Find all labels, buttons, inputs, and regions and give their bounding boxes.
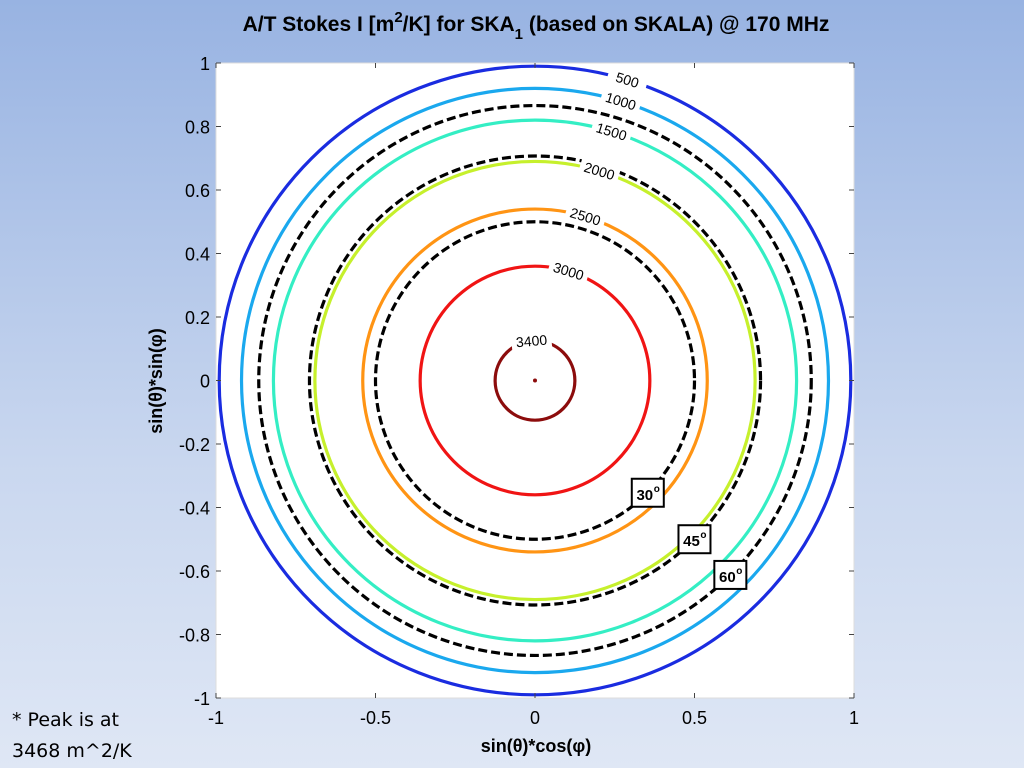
zenith-label-45: 45 bbox=[683, 533, 700, 550]
y-tick-label: -0.6 bbox=[179, 562, 210, 582]
peak-marker bbox=[533, 378, 537, 383]
zenith-ring-30 bbox=[373, 220, 697, 541]
contour-3000 bbox=[418, 264, 652, 497]
contour-2500 bbox=[361, 207, 709, 554]
y-tick-label: -0.2 bbox=[179, 435, 210, 455]
y-tick-label: -1 bbox=[194, 689, 210, 709]
title-part3: (based on SKALA) @ 170 MHz bbox=[523, 13, 829, 36]
title-sup: 2 bbox=[394, 9, 402, 26]
chart-title: A/T Stokes I [m2/K] for SKA1 (based on S… bbox=[243, 9, 830, 43]
contour-1500 bbox=[271, 118, 799, 643]
peak-note-line2: 3468 m^2/K bbox=[12, 740, 132, 762]
y-axis-label: sin(θ)*sin(φ) bbox=[146, 328, 166, 434]
degree-symbol: o bbox=[736, 566, 742, 577]
contour-label-bg bbox=[590, 118, 633, 146]
x-tick-label: -0.5 bbox=[360, 708, 391, 728]
x-tick-label: -1 bbox=[208, 708, 224, 728]
contour-1000 bbox=[239, 86, 831, 675]
contour-label: 3400 bbox=[515, 332, 548, 351]
y-tick-label: 1 bbox=[200, 54, 210, 74]
peak-note: * Peak is at 3468 m^2/K bbox=[12, 705, 132, 767]
contour-label: 500 bbox=[614, 69, 641, 91]
x-tick-label: 1 bbox=[849, 708, 859, 728]
title-part1: A/T Stokes I [m bbox=[243, 13, 395, 36]
y-tick-label: -0.4 bbox=[179, 499, 210, 519]
zenith-label-30: 30 bbox=[636, 487, 653, 504]
title-sub: 1 bbox=[515, 26, 523, 43]
y-tick-label: 0.6 bbox=[185, 181, 210, 201]
contour-label-bg bbox=[547, 257, 591, 285]
contour-label-bg bbox=[563, 203, 607, 231]
x-tick-label: 0 bbox=[530, 708, 540, 728]
y-tick-label: -0.8 bbox=[179, 626, 210, 646]
zenith-label-60: 60 bbox=[719, 569, 736, 586]
axis-ticks: -1 -0.5 0 0.5 1 1 0.8 0.6 0.4 0.2 0 -0.2 -0.4 -0.6 -0.… bbox=[179, 54, 859, 728]
y-tick-label: 0.8 bbox=[185, 118, 210, 138]
zenith-label-box-45 bbox=[677, 524, 712, 555]
zenith-ring-60 bbox=[257, 103, 813, 658]
y-tick-label: 0.4 bbox=[185, 245, 210, 265]
y-tick-label: 0.2 bbox=[185, 308, 210, 328]
contour-2000 bbox=[313, 159, 757, 602]
x-axis-label: sin(θ)*cos(φ) bbox=[481, 736, 592, 756]
zenith-ring-45 bbox=[307, 154, 763, 607]
title-part2: /K] for SKA bbox=[403, 13, 515, 36]
degree-symbol: o bbox=[654, 484, 660, 495]
zenith-label-box-60 bbox=[713, 559, 748, 590]
x-tick-label: 0.5 bbox=[682, 708, 707, 728]
contour-label-bg bbox=[510, 331, 553, 351]
peak-note-line1: * Peak is at bbox=[12, 709, 120, 731]
zenith-label-box-30 bbox=[630, 477, 665, 508]
y-tick-label: 0 bbox=[200, 372, 210, 392]
contour-label-bg bbox=[605, 66, 649, 94]
contour-label-bg bbox=[577, 157, 621, 185]
contour-label-bg bbox=[599, 87, 643, 115]
degree-symbol: o bbox=[700, 530, 706, 541]
